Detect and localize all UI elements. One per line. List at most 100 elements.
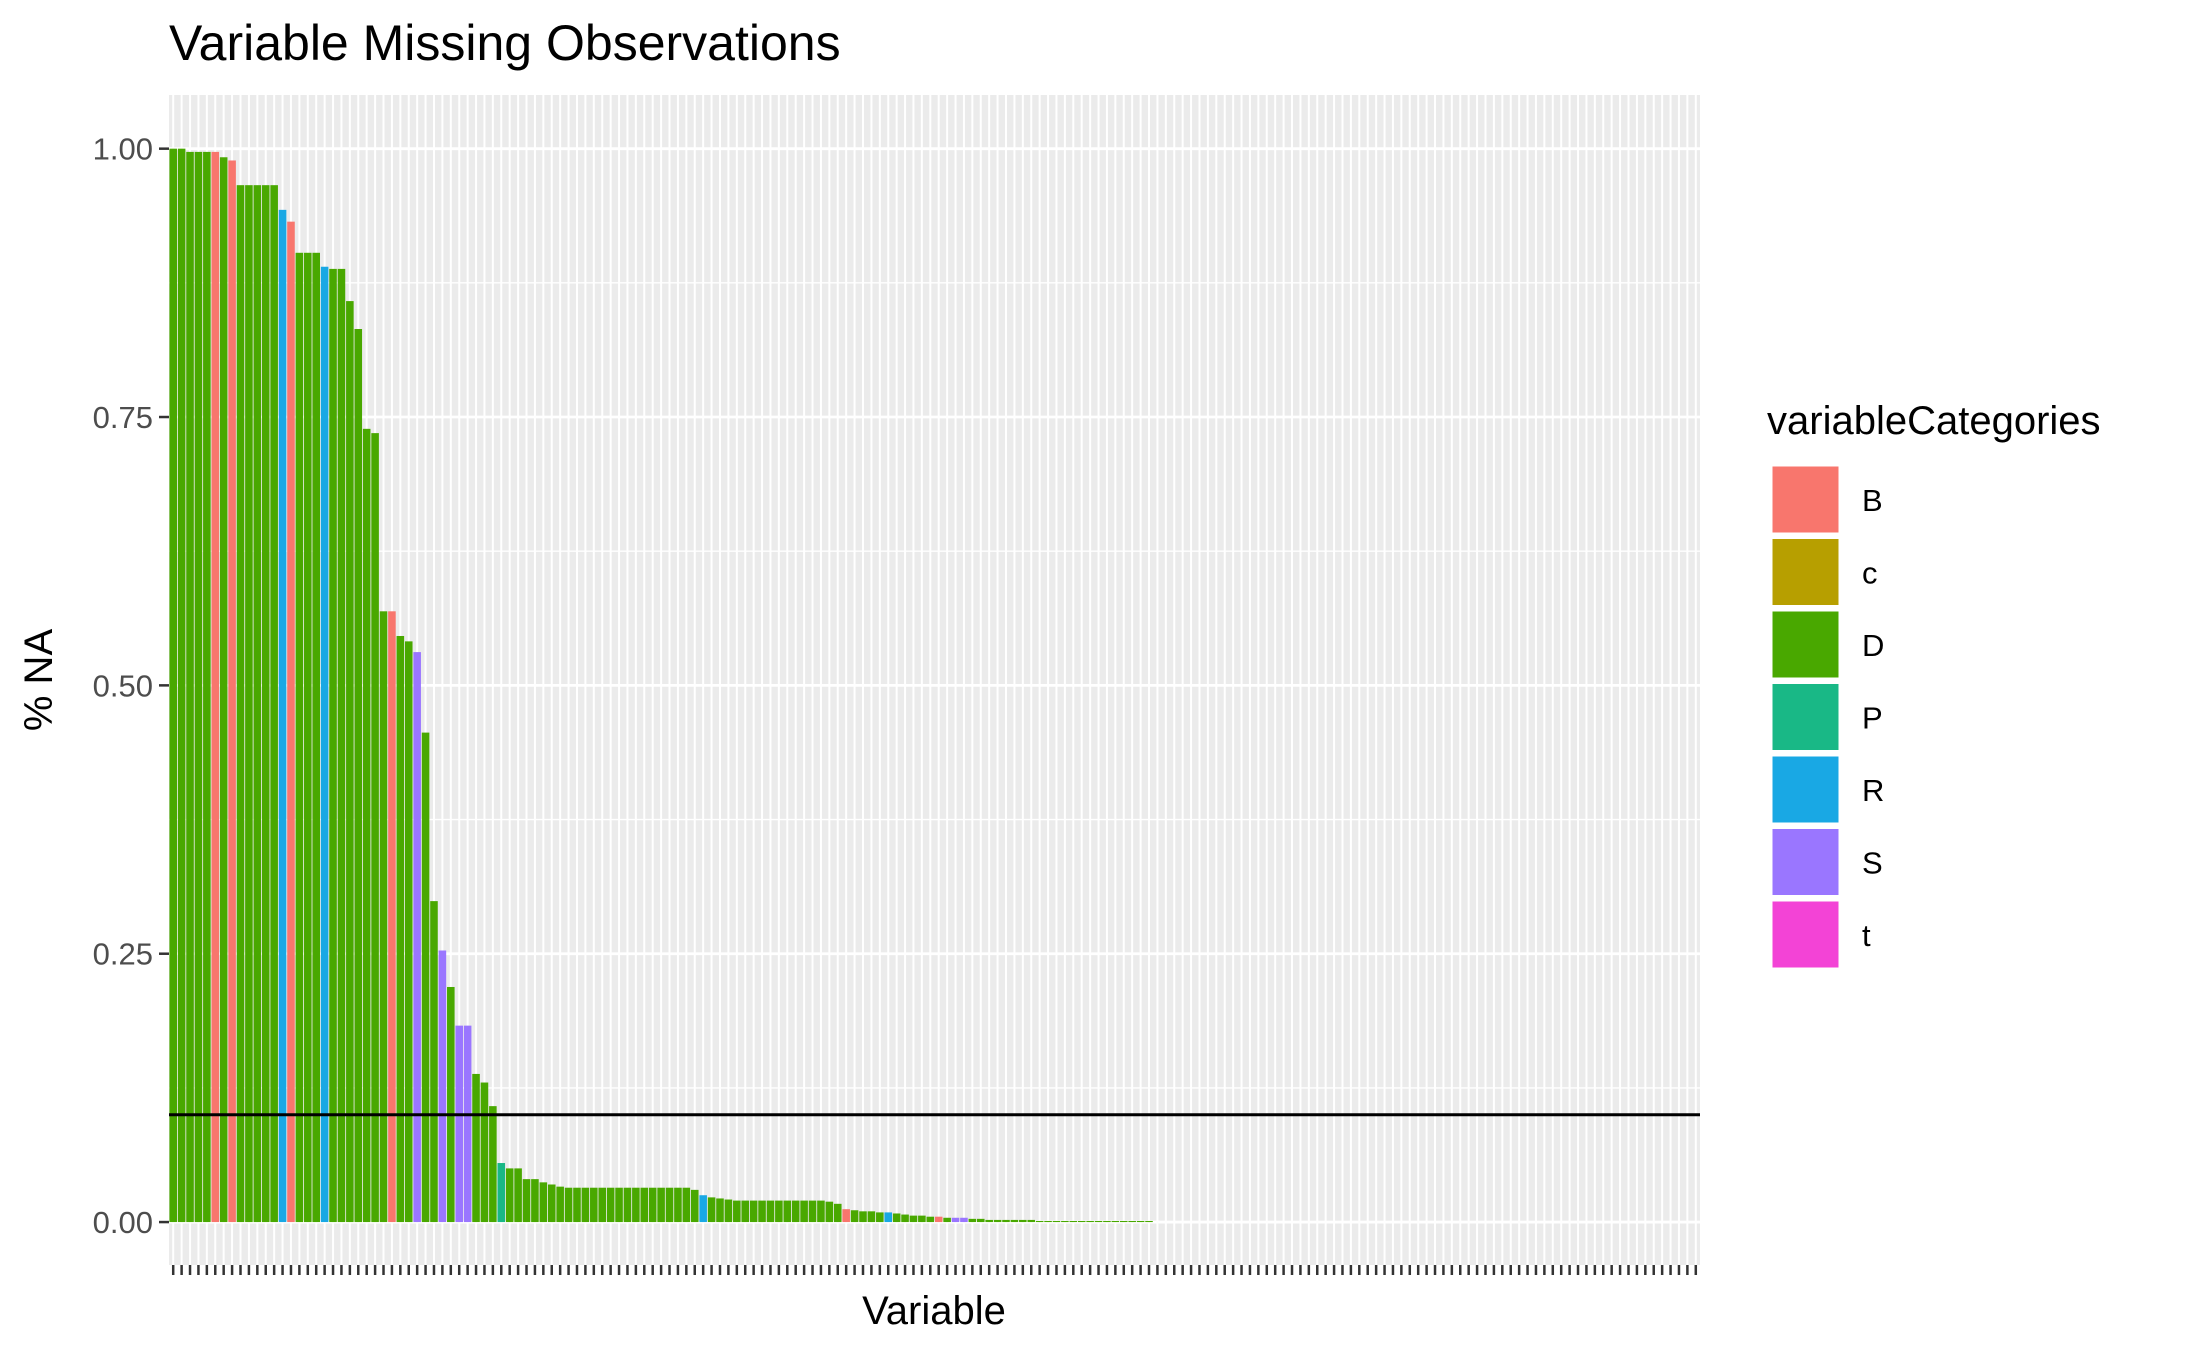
bar (674, 1187, 682, 1223)
bar (1044, 1220, 1052, 1223)
bar (842, 1209, 850, 1223)
bar (1061, 1220, 1069, 1223)
bar (177, 148, 186, 1223)
bar (1027, 1219, 1036, 1223)
y-tick-label: 0.00 (93, 1205, 153, 1240)
bar (850, 1210, 859, 1223)
legend-key (1769, 826, 1842, 898)
bar (489, 1106, 497, 1223)
bar (169, 148, 177, 1223)
bar (413, 652, 421, 1223)
bar (640, 1187, 649, 1223)
bar (346, 301, 354, 1223)
bar (817, 1200, 825, 1223)
bar (1010, 1219, 1019, 1223)
bar (808, 1200, 817, 1223)
legend-label: B (1862, 483, 1883, 518)
y-axis-title: % NA (17, 629, 61, 732)
bar (1094, 1220, 1103, 1223)
bar (833, 1203, 842, 1223)
bar (270, 185, 278, 1223)
bar (884, 1212, 893, 1223)
legend-key (1769, 898, 1842, 971)
bars (169, 148, 1153, 1223)
bar (438, 950, 447, 1223)
bar (623, 1187, 632, 1223)
bar (430, 901, 438, 1223)
bar (531, 1179, 539, 1223)
bar (985, 1219, 993, 1223)
bar (514, 1168, 522, 1223)
bar (194, 151, 203, 1223)
bar (960, 1217, 968, 1223)
bar (203, 151, 211, 1223)
bar (211, 151, 220, 1223)
bar (1002, 1219, 1010, 1223)
bar (1119, 1220, 1128, 1223)
bar (783, 1200, 792, 1223)
bar (497, 1163, 506, 1223)
bar (741, 1200, 750, 1223)
bar (749, 1200, 758, 1223)
bar (1111, 1220, 1120, 1223)
bar (261, 185, 270, 1223)
bar (404, 641, 413, 1223)
bar (1086, 1220, 1094, 1223)
legend-key (1769, 753, 1842, 826)
y-tick-label: 0.50 (93, 668, 153, 703)
bar (876, 1212, 884, 1223)
bar (329, 268, 337, 1223)
bar (775, 1200, 783, 1223)
bar (219, 157, 228, 1223)
bar (934, 1216, 943, 1223)
legend: variableCategories Bc D P R St (1767, 399, 2101, 971)
bar (859, 1211, 867, 1223)
bar (724, 1199, 733, 1223)
x-axis-ticks (171, 1265, 1698, 1275)
bar (615, 1187, 623, 1223)
bar (447, 986, 455, 1223)
bar (371, 433, 379, 1223)
bar (648, 1187, 657, 1223)
bar (379, 611, 388, 1223)
bar (590, 1187, 598, 1223)
bar (573, 1187, 581, 1223)
bar (320, 266, 329, 1223)
legend-key (1769, 681, 1842, 753)
bar (758, 1200, 766, 1223)
bar (421, 732, 430, 1223)
bar (337, 268, 346, 1223)
bar (682, 1187, 691, 1223)
x-axis-title: Variable (862, 1289, 1006, 1333)
bar (245, 185, 253, 1223)
legend-label: P (1862, 701, 1883, 736)
bar (312, 252, 320, 1223)
legend-key (1769, 463, 1842, 536)
legend-key (1769, 536, 1842, 608)
bar (522, 1179, 531, 1223)
bar (1136, 1220, 1145, 1223)
bar (892, 1213, 901, 1223)
bar (581, 1187, 590, 1223)
bar (463, 1025, 472, 1223)
bar (800, 1200, 808, 1223)
bar (918, 1215, 926, 1223)
bar (716, 1198, 724, 1223)
legend-entries: Bc D P R St (1769, 463, 1884, 971)
bar (388, 611, 396, 1223)
bar (278, 209, 287, 1223)
bar (186, 151, 194, 1223)
legend-label: t (1862, 918, 1871, 953)
bar (396, 635, 405, 1223)
legend-label: S (1862, 846, 1883, 881)
bar (733, 1200, 741, 1223)
y-tick-label: 1.00 (93, 132, 153, 167)
bar (1145, 1220, 1153, 1223)
y-axis: 0.00 0.25 0.50 0.75 1.00 (93, 132, 169, 1240)
bar (304, 252, 312, 1223)
bar (1019, 1219, 1027, 1223)
bar (993, 1219, 1002, 1223)
bar (564, 1187, 573, 1223)
bar (295, 252, 304, 1223)
